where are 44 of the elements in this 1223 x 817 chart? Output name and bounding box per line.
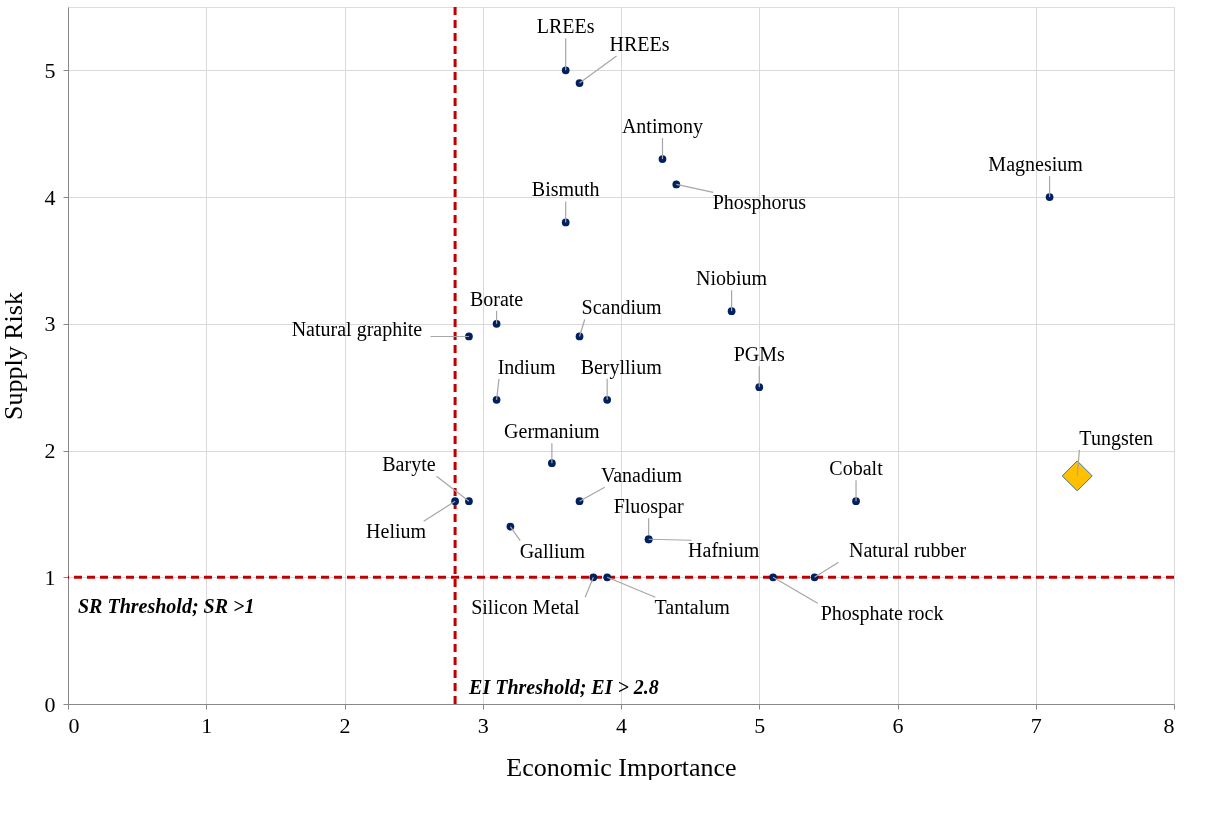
series-label: Antimony xyxy=(621,115,704,139)
series-label: HREEs xyxy=(609,33,670,56)
series-label: Tungsten xyxy=(1079,426,1154,450)
series-label: Borate xyxy=(469,287,524,310)
series-label: Hafnium xyxy=(688,539,760,562)
y-tick-label: 0 xyxy=(44,691,56,717)
ref-line-label: EI Threshold; EI > 2.8 xyxy=(468,676,659,698)
series-label: Helium xyxy=(366,520,427,543)
x-tick-label: 0 xyxy=(68,712,80,738)
text: LREEs xyxy=(536,15,595,38)
y-tick-label: 1 xyxy=(44,564,56,590)
x-tick-label: 6 xyxy=(892,712,904,738)
x-tick-label: 2 xyxy=(339,712,351,738)
series-label: Indium xyxy=(497,355,556,378)
text: Natural graphite xyxy=(291,318,423,342)
x-tick-label: 1 xyxy=(201,712,213,738)
x-tick-label: 4 xyxy=(616,712,627,738)
series-label: Beryllium xyxy=(580,355,663,379)
x-tick-label: 5 xyxy=(754,712,766,738)
y-tick-label: 4 xyxy=(44,184,56,210)
series-label: Scandium xyxy=(581,296,662,319)
series-label: Magnesium xyxy=(988,153,1084,177)
text: Tantalum xyxy=(654,596,731,619)
x-tick-label: 3 xyxy=(477,712,489,738)
series-label: Natural rubber xyxy=(848,539,967,562)
y-tick-label: 3 xyxy=(44,311,56,337)
series-label: Niobium xyxy=(696,267,768,290)
series-label: Silicon Metal xyxy=(471,596,580,619)
y-tick-label: 5 xyxy=(44,57,56,83)
series-label: Fluospar xyxy=(613,495,684,519)
series-label: Germanium xyxy=(504,420,601,443)
y-tick-label: 2 xyxy=(44,438,56,464)
series-label: Cobalt xyxy=(829,457,884,480)
x-tick-label: 7 xyxy=(1030,712,1042,738)
x-tick-label: 8 xyxy=(1163,712,1175,738)
ref-line-label: SR Threshold; SR >1 xyxy=(78,595,255,618)
text: Phosphate rock xyxy=(820,602,944,626)
series-label: Gallium xyxy=(519,539,586,562)
series-label: Phosphorus xyxy=(712,191,807,215)
series-label: PGMs xyxy=(733,343,786,366)
y-axis-title: Supply Risk xyxy=(0,292,28,420)
series-label: Baryte xyxy=(382,453,436,477)
series-label: Bismuth xyxy=(531,178,600,201)
series-label: Vanadium xyxy=(600,464,683,487)
